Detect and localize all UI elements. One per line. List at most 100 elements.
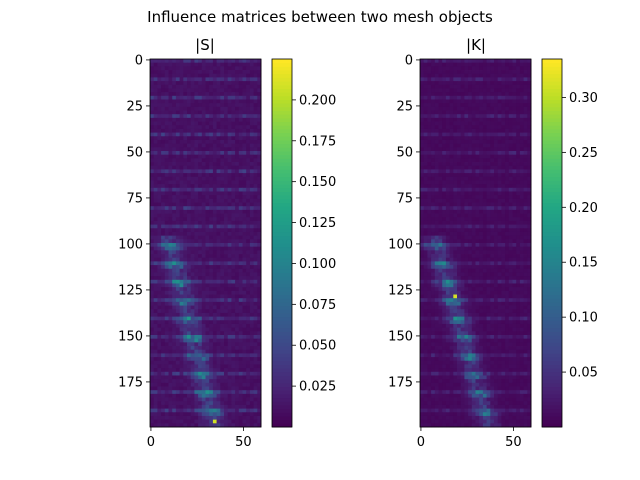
heatmap-cell [242, 117, 247, 122]
heatmap-cell [220, 246, 225, 251]
heatmap-cell [457, 283, 462, 288]
heatmap-cell [516, 106, 521, 111]
heatmap-cell [150, 169, 155, 174]
heatmap-cell [183, 401, 188, 406]
heatmap-cell [212, 327, 217, 332]
colorbar-segment [272, 217, 292, 222]
heatmap-cell [153, 147, 158, 152]
heatmap-cell [190, 408, 195, 413]
heatmap-cell [449, 184, 454, 189]
heatmap-cell [205, 390, 210, 395]
heatmap-cell [479, 187, 484, 192]
heatmap-cell [246, 70, 251, 75]
heatmap-cell [453, 132, 458, 137]
heatmap-cell [242, 220, 247, 225]
heatmap-cell [505, 231, 510, 237]
heatmap-cell [235, 88, 240, 93]
heatmap-cell [482, 110, 487, 115]
heatmap-cell [212, 184, 217, 189]
heatmap-cell [445, 92, 450, 97]
heatmap-cell [187, 294, 192, 299]
heatmap-cell [224, 70, 229, 75]
heatmap-cell [227, 265, 232, 270]
heatmap-cell [190, 283, 195, 288]
heatmap-cell [238, 231, 243, 237]
heatmap-cell [198, 128, 203, 133]
heatmap-cell [235, 338, 240, 343]
heatmap-cell [238, 110, 243, 115]
heatmap-cell [179, 272, 184, 277]
heatmap-cell [523, 250, 528, 255]
heatmap-cell [190, 206, 195, 211]
heatmap-cell [479, 279, 484, 284]
heatmap-cell [512, 220, 517, 225]
heatmap-cell [194, 165, 199, 170]
heatmap-cell [227, 379, 232, 384]
heatmap-cell [205, 312, 210, 317]
heatmap-cell [161, 261, 166, 266]
heatmap-cell [486, 217, 491, 222]
heatmap-cell [253, 331, 258, 336]
heatmap-cell [164, 121, 169, 126]
heatmap-cell [161, 132, 166, 137]
heatmap-cell [198, 423, 203, 428]
heatmap-cell [227, 349, 232, 354]
colorbar-segment [272, 202, 292, 207]
heatmap-cell [216, 114, 221, 119]
heatmap-cell [227, 220, 232, 225]
heatmap-cell [494, 173, 499, 178]
heatmap-cell [464, 121, 469, 126]
heatmap-cell [516, 243, 521, 248]
heatmap-cell [420, 246, 425, 251]
heatmap-cell [479, 99, 484, 104]
heatmap-cell [224, 382, 229, 387]
heatmap-cell [190, 162, 195, 167]
heatmap-cell [220, 276, 225, 281]
heatmap-cell [523, 224, 528, 229]
heatmap-cell [475, 276, 480, 281]
heatmap-cell [205, 217, 210, 222]
heatmap-cell [242, 379, 247, 384]
heatmap-cell [201, 349, 206, 354]
heatmap-cell [423, 276, 428, 281]
heatmap-cell [257, 147, 262, 152]
heatmap-cell [161, 84, 166, 89]
heatmap-cell [438, 139, 443, 145]
heatmap-cell [172, 73, 177, 78]
heatmap-cell [175, 397, 180, 402]
heatmap-cell [449, 114, 454, 119]
heatmap-cell [168, 360, 173, 365]
heatmap-cell [242, 231, 247, 237]
heatmap-cell [479, 246, 484, 251]
heatmap-cell [249, 283, 254, 288]
heatmap-cell [246, 419, 251, 424]
heatmap-cell [224, 106, 229, 111]
heatmap-cell [246, 239, 251, 244]
heatmap-cell [434, 77, 439, 82]
heatmap-cell [198, 371, 203, 376]
heatmap-cell [161, 404, 166, 409]
heatmap-cell [198, 294, 203, 299]
heatmap-cell [497, 110, 502, 115]
heatmap-cell [150, 298, 155, 303]
heatmap-cell [201, 191, 206, 196]
heatmap-cell [490, 198, 495, 203]
heatmap-cell [516, 198, 521, 203]
heatmap-cell [201, 368, 206, 373]
heatmap-cell [442, 121, 447, 126]
heatmap-cell [427, 195, 432, 200]
heatmap-cell [216, 294, 221, 299]
heatmap-cell [246, 114, 251, 119]
heatmap-cell [449, 125, 454, 130]
heatmap-cell [238, 206, 243, 211]
heatmap-cell [471, 110, 476, 115]
heatmap-cell [249, 121, 254, 126]
heatmap-cell [249, 357, 254, 362]
heatmap-cell [471, 246, 476, 251]
heatmap-cell [194, 95, 199, 100]
heatmap-cell [475, 158, 480, 163]
heatmap-cell [242, 423, 247, 428]
heatmap-cell [242, 301, 247, 306]
heatmap-cell [168, 342, 173, 347]
heatmap-cell [168, 121, 173, 126]
